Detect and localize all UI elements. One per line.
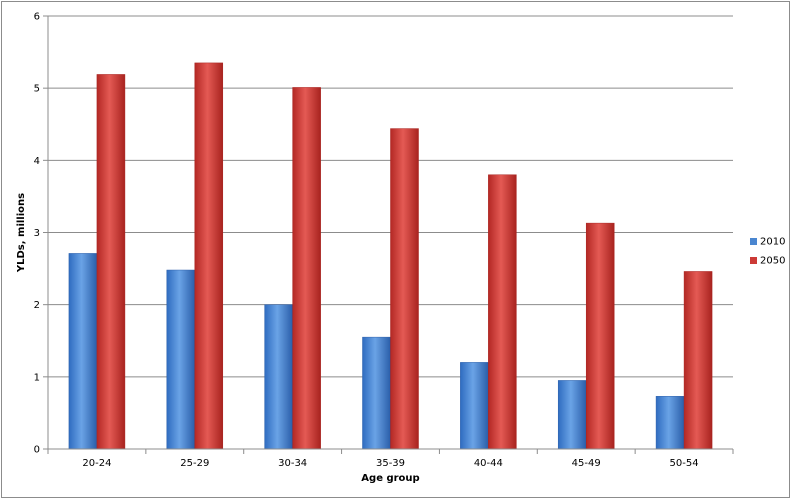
x-tick-label: 50-54 xyxy=(670,458,699,469)
gridlines xyxy=(48,15,733,378)
x-tick-labels: 20-24 25-29 30-34 35-39 40-44 45-49 50-54 xyxy=(47,449,734,469)
y-tick-labels: 0 1 2 3 4 5 6 xyxy=(34,12,48,456)
x-tick-label: 45-49 xyxy=(572,458,601,469)
y-tick-label: 4 xyxy=(34,156,40,167)
bar-2050-35-39 xyxy=(390,128,419,450)
x-axis-title: Age group xyxy=(361,473,419,484)
bar-2010-35-39 xyxy=(362,336,391,450)
bar-2010-40-44 xyxy=(460,362,489,450)
legend: 2010 2050 xyxy=(750,237,785,267)
y-tick-label: 5 xyxy=(34,84,40,95)
y-axis-title: YLDs, millions xyxy=(16,193,27,273)
bar-2010-30-34 xyxy=(264,304,293,450)
bars xyxy=(68,62,713,450)
x-tick-label: 40-44 xyxy=(474,458,503,469)
bar-2010-20-24 xyxy=(68,253,98,450)
x-tick-label: 25-29 xyxy=(180,458,209,469)
x-tick-label: 30-34 xyxy=(278,458,307,469)
legend-swatch-2010 xyxy=(750,238,757,245)
bar-2010-45-49 xyxy=(557,380,587,450)
y-tick-label: 2 xyxy=(34,300,40,311)
legend-label-2050: 2050 xyxy=(760,256,785,267)
y-tick-label: 1 xyxy=(34,372,40,383)
bar-2050-50-54 xyxy=(683,271,713,450)
bar-2010-50-54 xyxy=(655,396,685,450)
bar-2050-40-44 xyxy=(488,174,517,450)
legend-swatch-2050 xyxy=(750,257,757,264)
x-tick-label: 35-39 xyxy=(376,458,405,469)
x-tick-label: 20-24 xyxy=(82,458,111,469)
bar-2050-25-29 xyxy=(194,62,224,450)
bar-2050-45-49 xyxy=(585,222,615,450)
bar-2010-25-29 xyxy=(166,269,196,450)
y-tick-label: 6 xyxy=(34,12,40,23)
bar-2050-30-34 xyxy=(292,87,321,450)
y-tick-label: 0 xyxy=(34,445,40,456)
bar-2050-20-24 xyxy=(96,74,126,450)
legend-label-2010: 2010 xyxy=(760,237,785,248)
y-tick-label: 3 xyxy=(34,228,40,239)
